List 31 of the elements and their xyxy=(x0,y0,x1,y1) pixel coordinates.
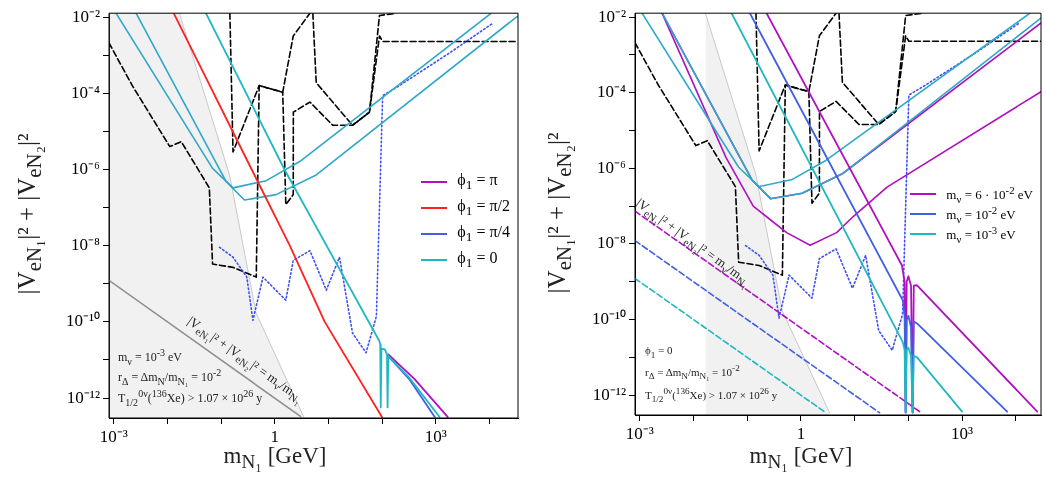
y-tick-label: 10⁻² xyxy=(597,6,626,26)
annotation: ϕ$_{1}$ = 0 xyxy=(645,344,673,360)
legend-label: ϕ$_{1}$ = π/2 xyxy=(457,197,510,220)
annotation: T$_{1/2}$$^{0ν}$($^{136}$Xe) > 1.07 × 10$^{26}$ y xyxy=(645,386,778,404)
annotation: T$_{1/2}$$^{0ν}$($^{136}$Xe) > 1.07 × 10$^{26}$ y xyxy=(118,388,263,408)
annotation: m$_{ν}$ = 10$^{-3}$ eV xyxy=(118,347,182,367)
y-tick-label: 10⁻¹⁰ xyxy=(591,309,626,329)
x-tick-label: 1 xyxy=(796,423,806,443)
x-tick-label: 10³ xyxy=(424,426,447,446)
y-tick-label: 10⁻¹⁰ xyxy=(65,311,100,331)
y-tick-label: 10⁻⁴ xyxy=(597,82,627,102)
y-tick-label: 10⁻¹² xyxy=(66,387,100,407)
y-tick-label: 10⁻⁶ xyxy=(597,157,627,177)
x-tick-label: 10⁻³ xyxy=(625,423,654,443)
legend-label: m$_{ν}$ = 10$^{-2}$ eV xyxy=(946,203,1016,225)
x-tick-label: 10³ xyxy=(951,423,974,443)
y-tick-label: 10⁻⁴ xyxy=(71,82,101,102)
legend-label: ϕ$_{1}$ = π/4 xyxy=(457,223,510,246)
legend-label: ϕ$_{1}$ = π xyxy=(457,171,498,194)
y-tick-label: 10⁻⁸ xyxy=(597,233,627,253)
y-tick-label: 10⁻⁶ xyxy=(71,158,101,178)
y-tick-label: 10⁻¹² xyxy=(592,384,626,404)
x-tick-label: 10⁻³ xyxy=(99,426,128,446)
legend-label: m$_{ν}$ = 10$^{-3}$ eV xyxy=(946,223,1016,245)
y-tick-label: 10⁻² xyxy=(71,6,100,26)
y-tick-label: 10⁻⁸ xyxy=(71,235,101,255)
legend-label: ϕ$_{1}$ = 0 xyxy=(457,249,498,272)
legend-label: m$_{ν}$ = 6 · 10$^{-2}$ eV xyxy=(946,183,1033,205)
annotation: r$_{Δ}$ = Δm$_{N}$/m$_{N₁}$ = 10$^{-2}$ xyxy=(645,363,740,381)
annotation: r$_{Δ}$ = Δm$_{N}$/m$_{N₁}$ = 10$^{-2}$ xyxy=(118,367,222,387)
x-axis-title: m$_{N₁}$ [GeV] xyxy=(749,442,853,474)
